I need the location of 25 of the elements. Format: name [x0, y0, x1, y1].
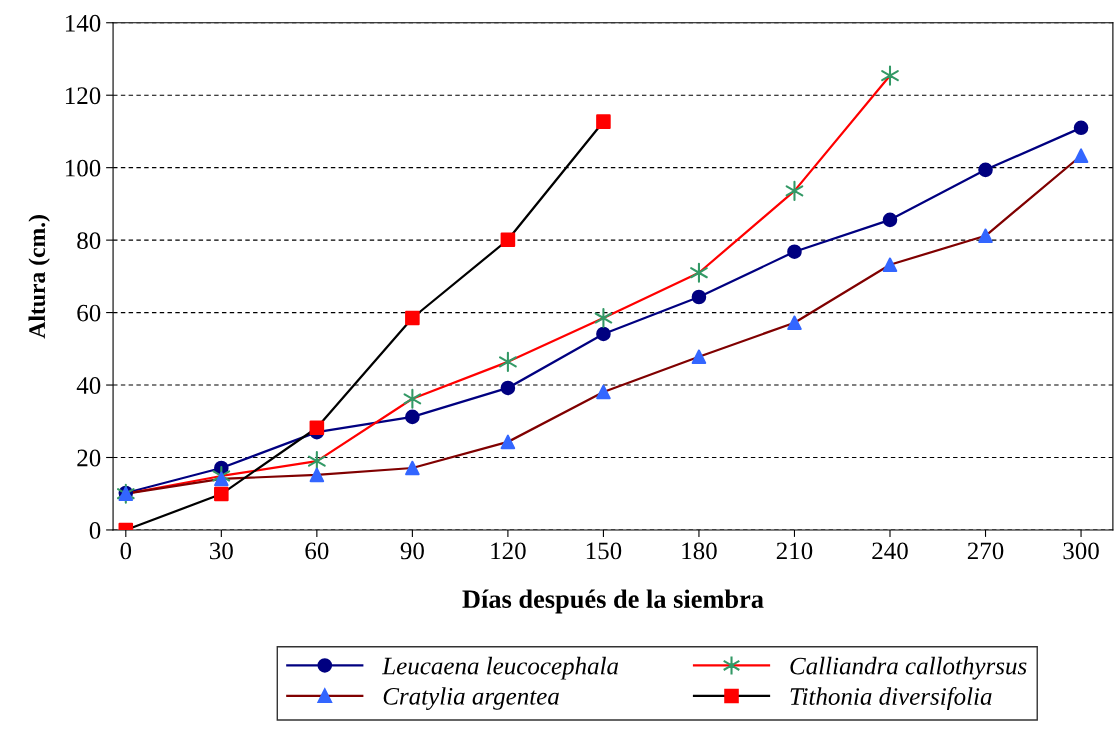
y-axis-title: Altura (cm.) [28, 215, 50, 339]
x-tick-label: 90 [400, 542, 424, 560]
legend-label: Cratylia argentea [383, 687, 559, 710]
legend-label: Leucaena leucocephala [382, 656, 619, 680]
y-tick-label: 60 [77, 304, 101, 322]
y-tick-label: 40 [76, 377, 101, 394]
x-tick-label: 120 [491, 542, 526, 560]
x-tick-label: 0 [120, 542, 132, 560]
x-tick-label: 150 [586, 542, 622, 560]
x-tick-label: 60 [305, 542, 329, 560]
x-tick-label: 300 [1063, 542, 1099, 560]
x-tick-label: 180 [682, 542, 717, 560]
legend-label: Calliandra callothyrsus [790, 656, 1027, 680]
x-tick-label: 270 [967, 542, 1004, 560]
x-tick-label: 240 [872, 542, 908, 560]
x-tick-label: 30 [210, 542, 233, 560]
y-tick-label: 20 [77, 449, 101, 467]
x-axis-title: Días después de la siembra [462, 589, 764, 614]
y-tick-label: 100 [65, 159, 101, 177]
legend-label: Tithonia diversifolia [790, 687, 992, 711]
y-tick-label: 0 [89, 522, 101, 539]
y-tick-label: 80 [77, 232, 101, 250]
y-tick-label: 140 [65, 14, 101, 32]
y-tick-label: 120 [65, 87, 101, 105]
x-tick-label: 210 [776, 542, 813, 560]
